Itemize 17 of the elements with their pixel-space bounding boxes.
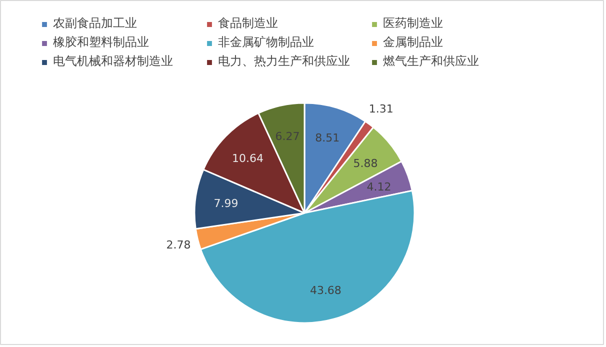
legend-label: 非金属矿物制品业 (218, 34, 315, 51)
data-label: 5.88 (353, 156, 378, 170)
legend-label: 电气机械和器材制造业 (53, 53, 174, 70)
legend-label: 农副食品加工业 (53, 15, 138, 32)
legend-label: 金属制品业 (383, 34, 444, 51)
data-label: 10.64 (232, 152, 264, 166)
data-label: 2.78 (166, 238, 191, 252)
legend-label: 燃气生产和供应业 (383, 53, 480, 70)
data-label: 7.99 (214, 197, 238, 210)
data-label: 1.31 (368, 102, 394, 116)
legend-label: 橡胶和塑料制品业 (53, 34, 150, 51)
legend-label: 电力、热力生产和供应业 (218, 53, 351, 70)
legend-label: 医药制造业 (383, 15, 444, 32)
data-label: 8.51 (315, 132, 340, 145)
data-label: 43.68 (310, 284, 342, 297)
data-label: 4.12 (366, 180, 392, 194)
legend-label: 食品制造业 (218, 15, 279, 32)
